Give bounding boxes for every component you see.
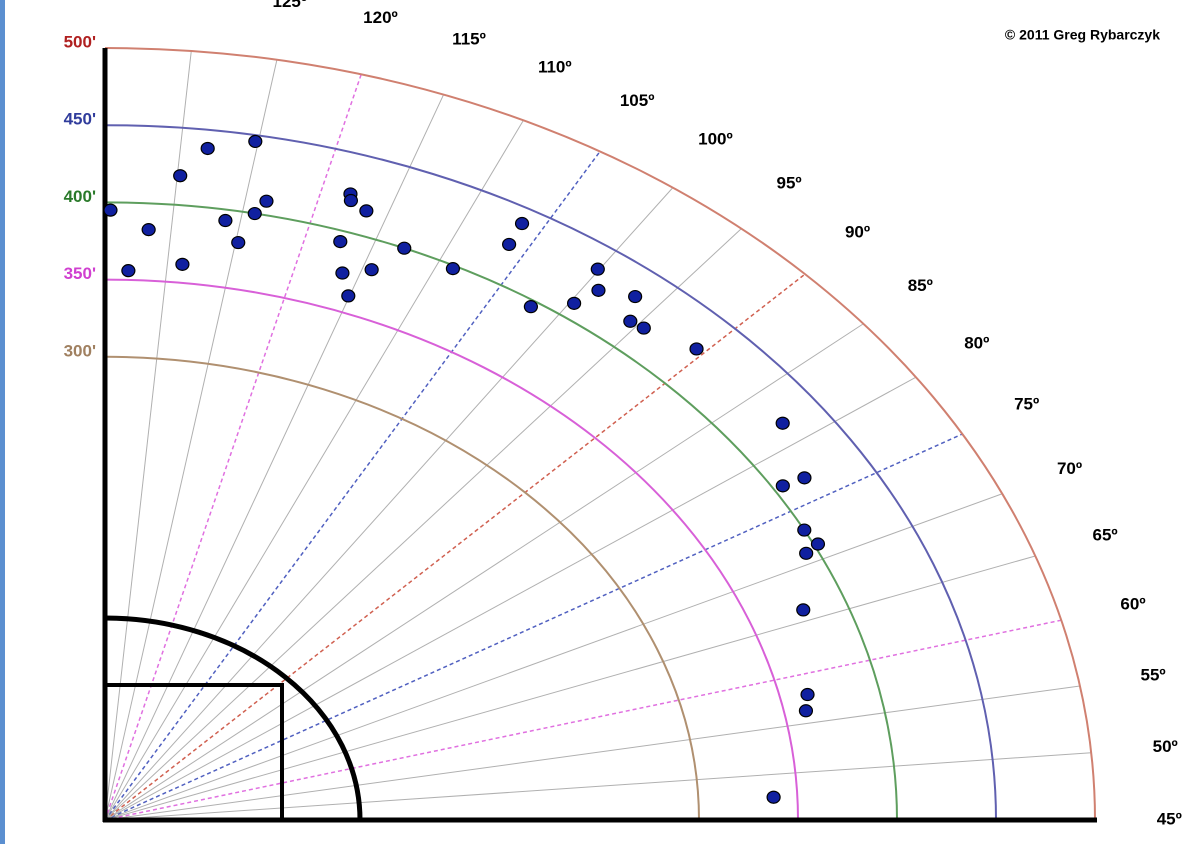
highlight-line bbox=[104, 74, 362, 821]
angle-label: 80º bbox=[964, 333, 989, 352]
highlight-line bbox=[104, 433, 963, 821]
landing-spot bbox=[636, 321, 651, 335]
landing-spot bbox=[775, 479, 790, 493]
grid-line bbox=[104, 323, 864, 821]
landing-spot bbox=[766, 790, 781, 804]
distance-ring bbox=[104, 278, 799, 821]
landing-spot bbox=[798, 704, 814, 718]
landing-spot bbox=[248, 134, 263, 149]
landing-spot bbox=[103, 203, 118, 217]
angle-label: 120º bbox=[363, 8, 398, 27]
distance-ring bbox=[104, 355, 700, 821]
landing-spot bbox=[591, 283, 606, 297]
landing-spot bbox=[341, 289, 356, 303]
infield-diamond bbox=[105, 683, 284, 820]
landing-spot bbox=[247, 206, 262, 221]
grid-line bbox=[104, 493, 1003, 821]
angle-label: 110º bbox=[538, 57, 572, 76]
landing-spot bbox=[797, 471, 812, 485]
landing-spot bbox=[121, 264, 136, 278]
landing-spot bbox=[333, 235, 348, 249]
angle-label: 75º bbox=[1014, 395, 1039, 414]
landing-spot bbox=[799, 546, 814, 560]
infield-arc bbox=[104, 615, 363, 821]
landing-spot bbox=[173, 169, 188, 183]
grid-line bbox=[104, 59, 278, 821]
ring-label: 300' bbox=[64, 341, 96, 360]
landing-spot bbox=[397, 241, 412, 255]
grid-line bbox=[104, 228, 742, 821]
landing-spot bbox=[335, 266, 350, 280]
landing-spot bbox=[175, 257, 190, 271]
angle-label: 85º bbox=[908, 276, 933, 295]
landing-spot bbox=[343, 193, 359, 208]
landing-spot bbox=[231, 235, 246, 250]
ring-label: 450' bbox=[64, 110, 96, 129]
landing-spot bbox=[259, 194, 274, 208]
landing-spot bbox=[502, 237, 517, 252]
angle-label: 45º bbox=[1157, 809, 1182, 828]
landing-spot bbox=[445, 262, 461, 276]
highlight-line bbox=[104, 273, 806, 821]
landing-spot bbox=[141, 223, 156, 237]
ring-label: 400' bbox=[64, 187, 96, 206]
grid-line bbox=[104, 685, 1081, 821]
landing-spot bbox=[200, 141, 215, 156]
landing-spot bbox=[623, 314, 638, 328]
angle-label: 60º bbox=[1120, 595, 1145, 614]
ring-label: 500' bbox=[64, 32, 96, 51]
landing-spot bbox=[628, 289, 643, 304]
highlight-line bbox=[104, 619, 1062, 821]
landing-spot bbox=[810, 537, 826, 551]
grid-line bbox=[104, 555, 1036, 821]
angle-label: 55º bbox=[1141, 665, 1166, 684]
credit: © 2011 Greg Rybarczyk bbox=[1005, 27, 1160, 43]
angle-label: 100º bbox=[698, 130, 733, 149]
grid-line bbox=[104, 50, 192, 821]
landing-spot bbox=[218, 213, 233, 228]
angle-label: 70º bbox=[1057, 459, 1082, 478]
landing-spot bbox=[514, 216, 530, 231]
grid bbox=[104, 47, 1096, 821]
points bbox=[103, 134, 826, 804]
landing-spot bbox=[800, 687, 815, 702]
window-edge bbox=[0, 0, 5, 844]
landing-spot bbox=[590, 262, 605, 276]
angle-label: 105º bbox=[620, 91, 655, 110]
angle-label: 125º bbox=[273, 0, 308, 11]
angle-label: 90º bbox=[845, 223, 870, 242]
angle-label: 130º bbox=[180, 0, 215, 2]
landing-spot bbox=[775, 416, 790, 430]
grid-line bbox=[104, 94, 445, 821]
landing-spot bbox=[359, 204, 374, 218]
angle-label: 95º bbox=[777, 174, 802, 193]
grid-line bbox=[104, 187, 674, 821]
landing-spot bbox=[364, 263, 379, 277]
landing-spot bbox=[689, 342, 704, 356]
grid-line bbox=[104, 752, 1092, 821]
ring-label: 350' bbox=[64, 264, 96, 283]
distance-ring bbox=[104, 201, 898, 821]
landing-spot bbox=[567, 296, 582, 310]
angle-label: 65º bbox=[1093, 526, 1118, 545]
distance-ring bbox=[104, 124, 997, 821]
landing-spot bbox=[523, 300, 538, 314]
grid-line bbox=[104, 376, 917, 821]
landing-spot bbox=[796, 603, 811, 617]
grid-line bbox=[104, 120, 524, 821]
distance-ring bbox=[104, 47, 1096, 821]
landing-spot bbox=[797, 523, 812, 537]
angle-label: 115º bbox=[452, 30, 486, 49]
highlight-line bbox=[104, 150, 601, 821]
angle-label: 50º bbox=[1153, 737, 1178, 756]
